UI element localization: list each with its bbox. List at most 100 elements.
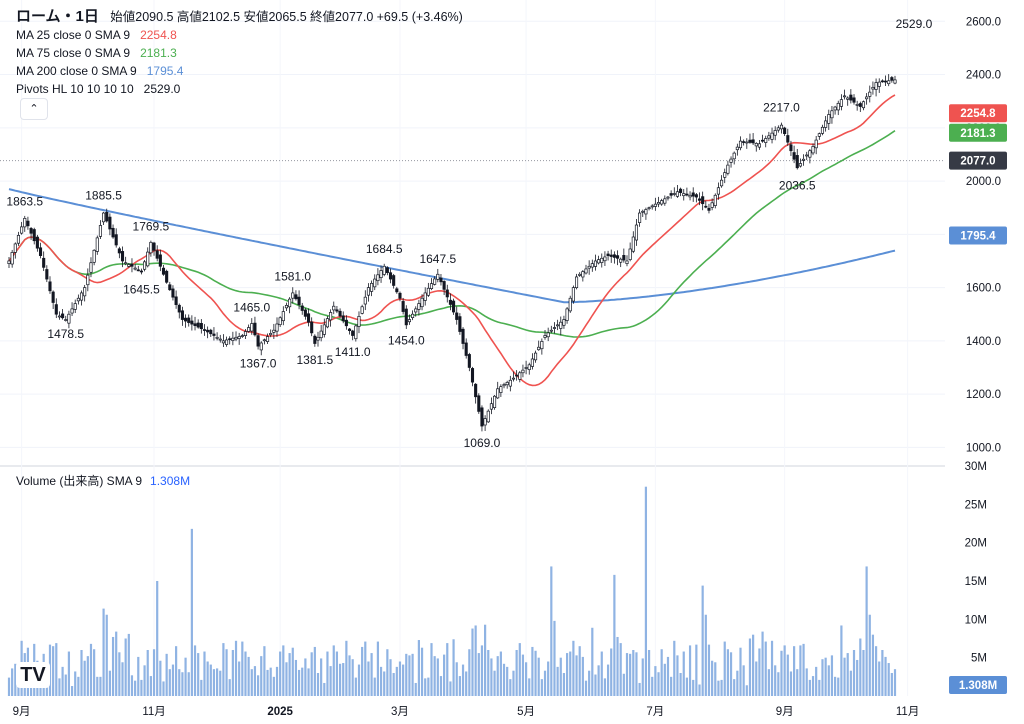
- volume-bar: [417, 640, 420, 696]
- volume-bar: [701, 585, 704, 696]
- volume-bar: [843, 657, 846, 696]
- volume-bar: [767, 669, 770, 696]
- volume-bar: [64, 674, 67, 696]
- volume-bar: [102, 608, 105, 696]
- volume-bar: [559, 657, 562, 696]
- candle-body: [593, 260, 598, 267]
- volume-bar: [61, 666, 64, 696]
- change-value: +69.5 (+3.46%): [376, 10, 463, 24]
- chevron-up-icon[interactable]: ⌃: [20, 98, 48, 120]
- candle-body: [489, 403, 493, 410]
- volume-bar: [865, 566, 868, 696]
- candle-body: [697, 198, 702, 201]
- candle-body: [874, 82, 878, 90]
- volume-bar: [398, 661, 402, 696]
- volume-bar: [591, 627, 594, 696]
- candle-body: [209, 329, 213, 335]
- candle-body: [218, 338, 222, 341]
- candle-body: [161, 267, 166, 275]
- volume-bar: [726, 649, 729, 696]
- volume-bar: [83, 660, 86, 696]
- candle-body: [158, 254, 162, 267]
- volume-bar: [124, 638, 127, 696]
- volume-bar: [310, 652, 313, 696]
- candle-body: [584, 268, 588, 274]
- volume-bar: [96, 676, 99, 696]
- volume-bar: [660, 649, 663, 696]
- pivot-label: 1069.0: [464, 436, 501, 450]
- candle-body: [625, 260, 629, 264]
- volume-legend[interactable]: Volume (出来高) SMA 9 1.308M: [16, 472, 190, 489]
- volume-bar: [849, 670, 852, 696]
- volume-bar: [197, 653, 200, 696]
- volume-bar: [874, 646, 878, 696]
- candle-body: [332, 305, 336, 311]
- candle-body: [574, 276, 579, 289]
- candle-body: [833, 106, 837, 111]
- candle-body: [571, 287, 575, 302]
- volume-bar: [688, 645, 692, 696]
- pivot-label: 2036.5: [779, 178, 816, 192]
- volume-bar: [868, 614, 871, 696]
- ma200-value: 1795.4: [146, 64, 184, 78]
- volume-bar: [666, 656, 670, 696]
- candle-body: [477, 395, 481, 412]
- symbol-title[interactable]: ローム・1日: [16, 8, 99, 25]
- candle-body: [480, 407, 484, 427]
- volume-tick-label: 20M: [965, 538, 987, 550]
- candle-body: [294, 294, 298, 300]
- candle-body: [559, 321, 563, 329]
- volume-bar: [134, 680, 137, 696]
- volume-bar: [272, 676, 275, 696]
- candle-body: [486, 410, 490, 423]
- pivots-row[interactable]: Pivots HL 10 10 10 10 2529.0: [16, 80, 463, 98]
- price-badge-label: 1795.4: [960, 231, 996, 243]
- candle-body: [64, 319, 68, 321]
- ma75-row[interactable]: MA 75 close 0 SMA 9 2181.3: [16, 44, 463, 62]
- candle-body: [452, 300, 456, 313]
- candle-body: [61, 313, 65, 319]
- volume-bar: [99, 676, 102, 696]
- volume-bar: [146, 650, 149, 696]
- volume-bar: [805, 668, 808, 696]
- volume-bar: [711, 660, 714, 696]
- volume-bar: [881, 650, 884, 696]
- candle-body: [552, 327, 557, 329]
- volume-bar: [190, 528, 193, 696]
- candle-body: [136, 269, 140, 272]
- candle-body: [102, 212, 106, 223]
- volume-bar: [178, 669, 181, 696]
- ma200-row[interactable]: MA 200 close 0 SMA 9 1795.4: [16, 62, 463, 80]
- candle-body: [694, 194, 698, 198]
- volume-bar: [436, 658, 439, 696]
- volume-bar: [698, 684, 701, 696]
- candle-body: [877, 81, 881, 87]
- volume-bar: [597, 665, 600, 696]
- ma25-line: [8, 94, 896, 387]
- candle-body: [653, 203, 657, 207]
- volume-bar: [547, 661, 550, 696]
- candle-body: [171, 288, 175, 298]
- volume-bar: [679, 673, 682, 696]
- candle-body: [347, 328, 352, 331]
- volume-bar: [862, 650, 865, 696]
- candle-body: [470, 368, 475, 383]
- candle-body: [638, 212, 642, 223]
- volume-bar: [263, 646, 266, 696]
- candle-body: [789, 144, 793, 152]
- volume-bar: [796, 669, 799, 696]
- ma25-row[interactable]: MA 25 close 0 SMA 9 2254.8: [16, 26, 463, 44]
- volume-bar: [184, 657, 187, 696]
- candle-body: [319, 330, 323, 339]
- candle-body: [29, 228, 33, 234]
- volume-bar: [171, 664, 175, 696]
- candle-body: [370, 282, 374, 292]
- price-tick-label: 1600.0: [966, 283, 1001, 295]
- time-tick-label: 7月: [646, 706, 664, 718]
- volume-bar: [260, 656, 263, 696]
- candle-body: [770, 132, 774, 140]
- volume-bar: [234, 640, 238, 696]
- candle-body: [792, 152, 796, 160]
- candle-body: [373, 278, 377, 288]
